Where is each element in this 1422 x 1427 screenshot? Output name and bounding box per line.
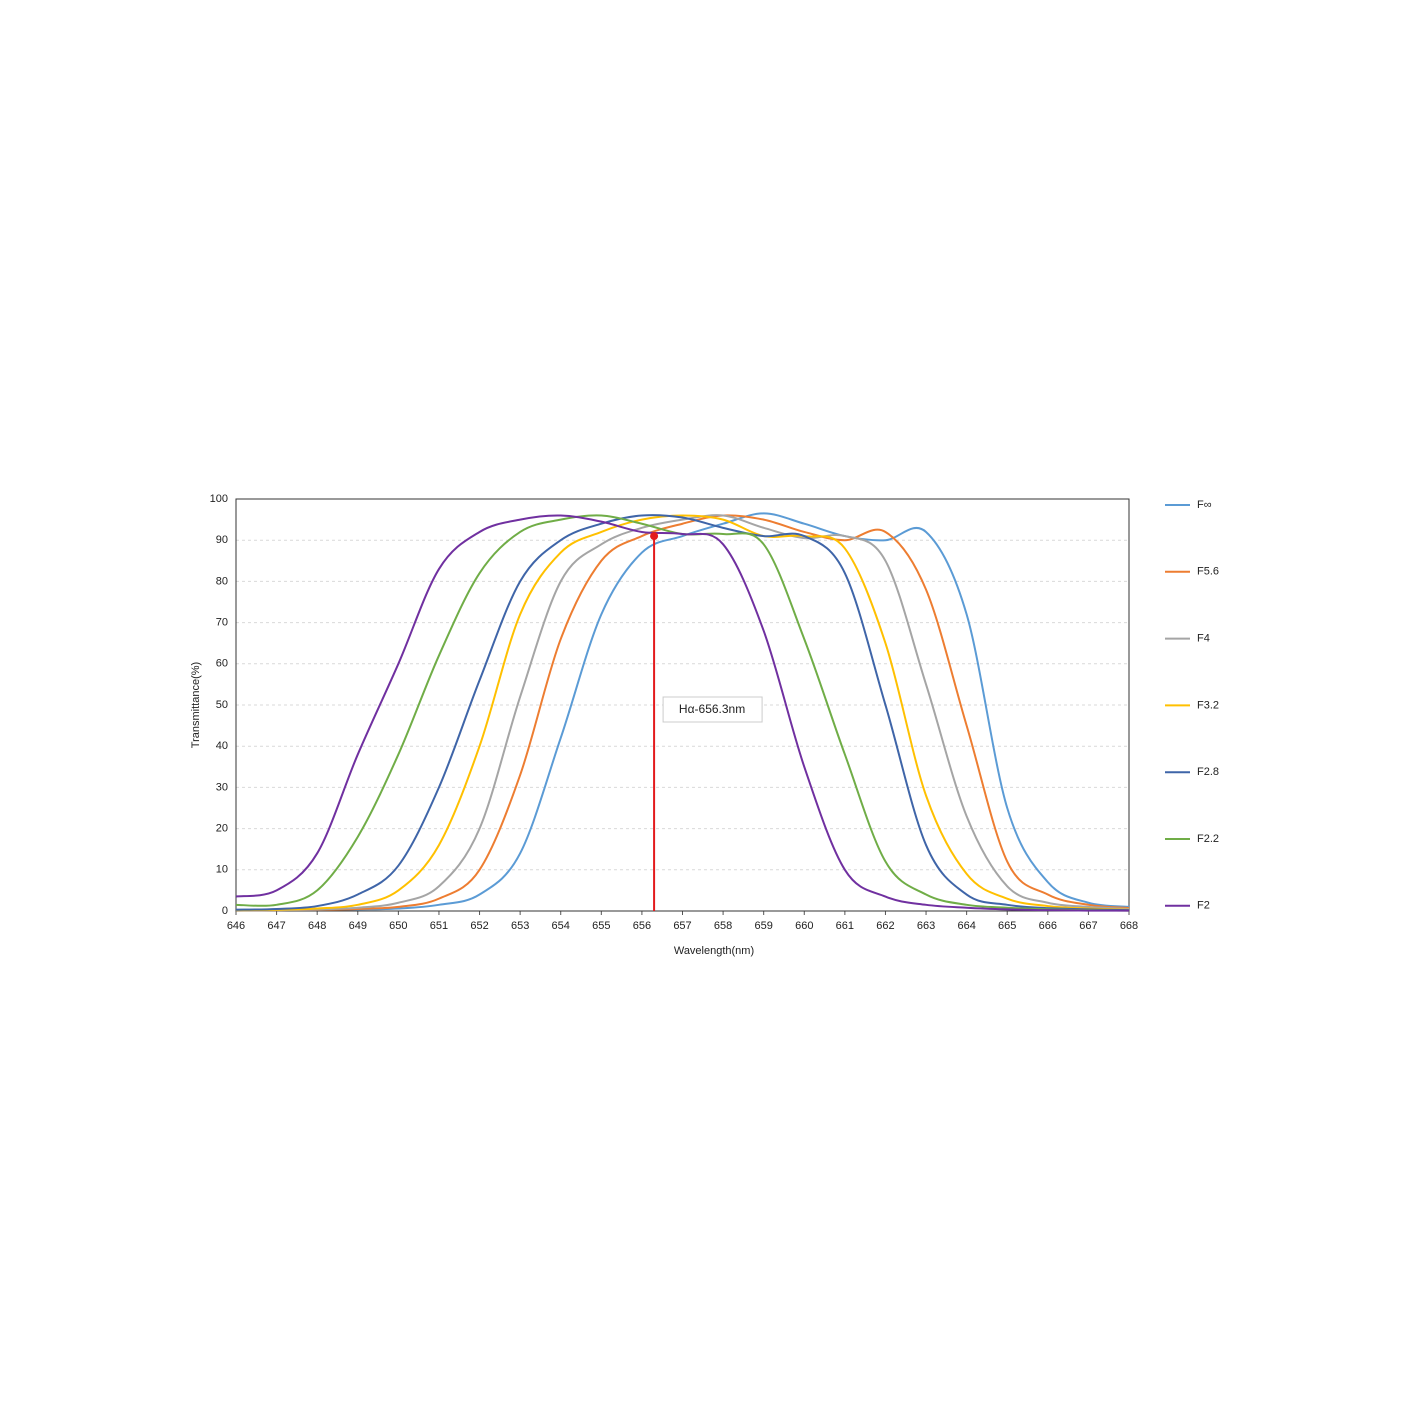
x-tick-label: 666	[1039, 920, 1057, 932]
x-tick-label: 667	[1079, 920, 1097, 932]
legend-label: F2.2	[1197, 833, 1219, 845]
legend-label: F4	[1197, 633, 1210, 645]
x-tick-label: 655	[592, 920, 610, 932]
x-tick-label: 653	[511, 920, 529, 932]
x-tick-label: 661	[836, 920, 854, 932]
x-tick-label: 665	[998, 920, 1016, 932]
x-tick-label: 652	[470, 920, 488, 932]
x-tick-label: 646	[227, 920, 245, 932]
series-line	[235, 514, 1130, 912]
x-tick-label: 650	[389, 920, 407, 932]
series-line	[236, 512, 1130, 911]
legend-label: F2.8	[1197, 766, 1219, 778]
x-tick-label: 649	[349, 920, 367, 932]
y-tick-label: 50	[216, 699, 228, 711]
x-tick-label: 660	[795, 920, 813, 932]
x-tick-label: 657	[673, 920, 691, 932]
y-tick-label: 40	[216, 740, 228, 752]
y-tick-label: 0	[222, 905, 228, 917]
x-tick-label: 668	[1120, 920, 1138, 932]
series-line	[235, 514, 1130, 912]
y-tick-label: 100	[210, 493, 228, 505]
annotation-box	[662, 696, 763, 723]
x-tick-label: 651	[430, 920, 448, 932]
y-axis-label: Transmittance(%)	[190, 662, 202, 748]
series-line	[235, 514, 1130, 912]
y-tick-label: 20	[216, 823, 228, 835]
series-line	[235, 514, 1130, 912]
y-tick-label: 10	[216, 864, 228, 876]
legend-label: F5.6	[1197, 566, 1219, 578]
x-tick-label: 659	[755, 920, 773, 932]
x-tick-label: 656	[633, 920, 651, 932]
legend-label: F∞	[1197, 499, 1212, 511]
y-tick-label: 90	[216, 534, 228, 546]
x-tick-label: 654	[552, 920, 570, 932]
x-tick-label: 662	[876, 920, 894, 932]
x-axis-label: Wavelength(nm)	[674, 945, 754, 957]
marker-dot	[650, 532, 659, 541]
legend-label: F3.2	[1197, 699, 1219, 711]
y-tick-label: 80	[216, 575, 228, 587]
x-tick-label: 658	[714, 920, 732, 932]
x-tick-label: 647	[267, 920, 285, 932]
y-tick-label: 60	[216, 658, 228, 670]
legend-label: F2	[1197, 900, 1210, 912]
series-line	[235, 514, 1130, 912]
x-tick-label: 664	[957, 920, 975, 932]
annotation: Hα-656.3nm	[679, 702, 745, 716]
plot-border	[235, 498, 1130, 912]
y-tick-label: 70	[216, 617, 228, 629]
y-tick-label: 30	[216, 781, 228, 793]
x-tick-label: 663	[917, 920, 935, 932]
x-tick-label: 648	[308, 920, 326, 932]
